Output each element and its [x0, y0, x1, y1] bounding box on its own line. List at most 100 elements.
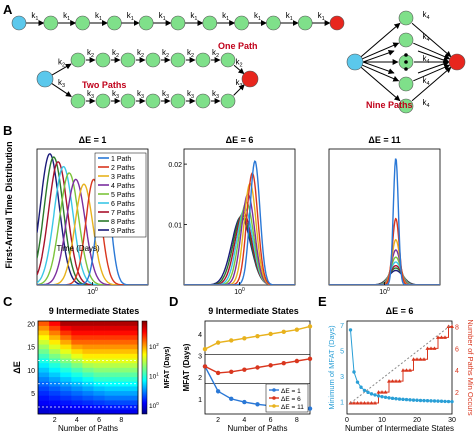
paths-marker: [390, 379, 395, 383]
series-line: [184, 182, 295, 285]
paths-marker: [415, 357, 419, 361]
heatmap-cell: [104, 325, 117, 331]
x-tick-label: 2: [53, 417, 57, 424]
heatmap-cell: [104, 353, 117, 359]
heatmap-cell: [60, 330, 72, 336]
data-point: [255, 365, 260, 370]
heatmap-cell: [104, 386, 117, 392]
data-point: [255, 402, 260, 407]
heatmap-cell: [126, 330, 139, 336]
heatmap-cell: [93, 400, 105, 405]
heatmap-cell: [93, 348, 105, 354]
arrow: [362, 42, 400, 60]
heatmap-cell: [60, 353, 72, 359]
heatmap-cell: [38, 367, 50, 373]
heatmap-cell: [49, 400, 61, 405]
heatmap-cell: [126, 390, 139, 396]
intermediate-state: [220, 52, 236, 68]
chart-title: 9 Intermediate States: [49, 306, 140, 316]
heatmap-cell: [82, 390, 94, 396]
colorbar-tick-label: 100: [149, 401, 159, 410]
heatmap-cell: [60, 376, 72, 382]
heatmap-cell: [93, 344, 105, 350]
intermediate-state: [95, 93, 111, 109]
y-tick-label: 10: [27, 368, 35, 375]
arrow: [413, 64, 451, 82]
heatmap-cell: [104, 334, 117, 340]
heatmap-cell: [71, 325, 83, 331]
heatmap-cell: [71, 362, 83, 368]
heatmap-cell: [115, 362, 128, 368]
heatmap-cell: [49, 409, 61, 415]
min-mfat-point: [411, 398, 416, 402]
heatmap-cell: [82, 348, 94, 354]
heatmap-cell: [93, 409, 105, 415]
data-point: [268, 331, 273, 337]
heatmap-cell: [126, 400, 139, 405]
y-right-tick-label: 8: [455, 324, 459, 331]
paths-marker: [401, 368, 405, 372]
rate-label-k4: k4: [422, 98, 429, 109]
heatmap-cell: [82, 381, 94, 387]
data-point: [307, 324, 313, 329]
heatmap-cell: [82, 404, 94, 410]
heatmap-cell: [49, 390, 61, 396]
heatmap-cell: [115, 321, 128, 326]
heatmap-cell: [82, 321, 94, 326]
heatmap-cell: [126, 358, 139, 364]
data-point: [242, 399, 247, 405]
heatmap-cell: [115, 381, 128, 387]
rate-label-k1: k1: [31, 11, 38, 22]
heatmap-cell: [49, 344, 61, 350]
paths-marker: [408, 368, 412, 372]
heatmap-cell: [126, 367, 139, 373]
rate-label-k1: k1: [318, 11, 325, 22]
heatmap-cell: [126, 362, 139, 368]
heatmap-cell: [82, 400, 94, 405]
intermediate-state: [120, 93, 136, 109]
heatmap-cell: [71, 334, 83, 340]
heatmap-cell: [38, 344, 50, 350]
rate-label-k3: k3: [137, 89, 144, 100]
heatmap-cell: [49, 372, 61, 378]
heatmap-cell: [82, 339, 94, 345]
arrow: [413, 42, 451, 60]
intermediate-state: [170, 15, 186, 31]
heatmap-cell: [93, 330, 105, 336]
heatmap-cell: [82, 395, 94, 401]
panel-letter-c: C: [3, 294, 13, 309]
rate-label-k3: k3: [212, 89, 219, 100]
heatmap-cell: [115, 409, 128, 415]
intermediate-state: [398, 76, 414, 92]
heatmap-cell: [71, 372, 83, 378]
paths-marker: [362, 401, 367, 405]
heatmap-cell: [71, 321, 83, 326]
rate-label-k3: k3: [112, 89, 119, 100]
heatmap-cell: [93, 325, 105, 331]
heatmap-cell: [71, 367, 83, 373]
rate-label-k4: k4: [422, 10, 429, 21]
heatmap-cell: [82, 334, 94, 340]
intermediate-state: [75, 15, 90, 31]
paths-marker: [436, 335, 440, 339]
rate-label-k1: k1: [286, 11, 293, 22]
data-point: [215, 389, 221, 394]
heatmap-cell: [93, 372, 105, 378]
min-mfat-point: [418, 398, 423, 403]
data-point: [229, 396, 234, 402]
heatmap-cell: [38, 330, 50, 336]
y-right-tick-label: 2: [455, 390, 459, 397]
nine-paths-star: k4 k4 k4 k4 k4: [346, 10, 466, 114]
min-mfat-point: [387, 396, 391, 400]
arrow: [411, 66, 452, 102]
legend-entry: 6 Paths: [111, 201, 135, 208]
y-tick-label: 20: [27, 321, 35, 328]
intermediate-state: [170, 93, 186, 109]
panel-c-heatmap: C 9 Intermediate States 2 4 6 8 5 10 15 20 Number…: [3, 294, 171, 433]
arrow: [360, 22, 401, 58]
series-line: [37, 178, 148, 285]
colorbar-tick-label: 102: [149, 342, 159, 351]
heatmap-cell: [93, 321, 105, 326]
heatmap-cell: [82, 330, 94, 336]
